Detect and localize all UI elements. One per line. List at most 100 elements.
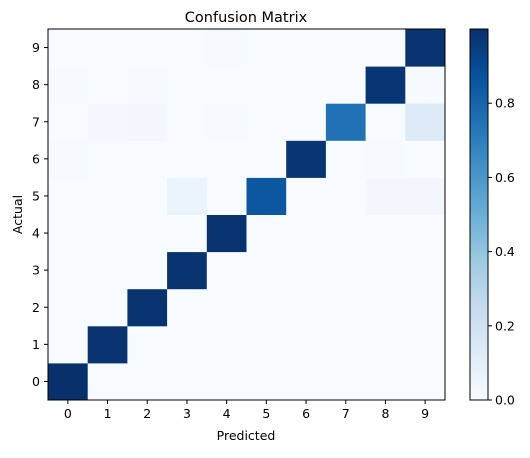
heatmap-cell — [286, 66, 327, 104]
x-tick-label: 2 — [143, 406, 151, 421]
heatmap-cell — [127, 288, 168, 327]
heatmap-cell — [325, 103, 367, 141]
heatmap-cell — [127, 177, 168, 215]
heatmap-cell — [405, 214, 446, 253]
heatmap-cell — [167, 66, 208, 104]
heatmap-cell — [48, 362, 89, 401]
heatmap-cell — [405, 66, 446, 104]
heatmap-cell — [365, 177, 406, 215]
heatmap-cell — [405, 325, 446, 364]
heatmap-cell — [325, 66, 367, 104]
chart-title: Confusion Matrix — [185, 10, 308, 26]
x-tick-label: 6 — [302, 406, 310, 421]
heatmap-cell — [206, 29, 247, 67]
heatmap-cell — [325, 214, 367, 253]
y-tick-label: 6 — [32, 151, 40, 166]
plot-frame — [47, 28, 446, 401]
heatmap-cell — [286, 362, 327, 401]
heatmap-cell — [325, 177, 367, 215]
heatmap-cell — [127, 325, 168, 364]
y-axis-label: Actual — [10, 195, 25, 234]
heatmap-cell — [286, 177, 327, 215]
heatmap-cell — [325, 29, 367, 67]
heatmap-cell — [206, 140, 247, 178]
heatmap-cell — [206, 362, 247, 401]
colorbar-tick-label: 0.2 — [495, 318, 515, 333]
heatmap-cell — [167, 29, 208, 67]
x-tick-label: 1 — [104, 406, 112, 421]
heatmap-cell — [87, 214, 128, 253]
heatmap-cell — [365, 214, 406, 253]
heatmap-cell — [286, 140, 327, 178]
heatmap-cell — [325, 325, 367, 364]
colorbar — [469, 28, 489, 401]
heatmap-cell — [167, 362, 208, 401]
heatmap-cell — [167, 214, 208, 253]
heatmap-cell — [87, 325, 128, 364]
heatmap-cell — [87, 66, 128, 104]
heatmap-cell — [167, 325, 208, 364]
x-tick-label: 5 — [262, 406, 270, 421]
heatmap-cell — [286, 251, 327, 290]
heatmap-cell — [286, 103, 327, 141]
x-tick-label: 3 — [183, 406, 191, 421]
heatmap-cell — [87, 288, 128, 327]
heatmap-cell — [127, 29, 168, 67]
heatmap-cell — [325, 251, 367, 290]
heatmap-cell — [127, 103, 168, 141]
heatmap-cell — [365, 251, 406, 290]
heatmap-cell — [246, 29, 287, 67]
heatmap-cell — [48, 29, 89, 67]
heatmap-cell — [286, 29, 327, 67]
heatmap-cell — [325, 288, 367, 327]
heatmap-cell — [365, 325, 406, 364]
heatmap-cell — [246, 177, 287, 215]
heatmap-cell — [167, 177, 208, 215]
heatmap-cell — [87, 29, 128, 67]
heatmap-cell — [167, 288, 208, 327]
heatmap-cell — [325, 140, 367, 178]
heatmap-cell — [246, 103, 287, 141]
colorbar-tick-label: 0.0 — [495, 393, 515, 408]
heatmap-cell — [405, 29, 446, 67]
y-tick-label: 0 — [32, 374, 40, 389]
heatmap-cell — [286, 325, 327, 364]
heatmap-cell — [48, 66, 89, 104]
heatmap-cell — [48, 214, 89, 253]
y-tick-label: 1 — [32, 337, 40, 352]
heatmap-cell — [246, 288, 287, 327]
heatmap-cell — [127, 140, 168, 178]
heatmap-cell — [206, 214, 247, 253]
heatmap-cell — [365, 140, 406, 178]
heatmap-cell — [127, 66, 168, 104]
heatmap-cell — [87, 177, 128, 215]
colorbar-tick-label: 0.4 — [495, 244, 515, 259]
heatmap-cell — [405, 288, 446, 327]
heatmap-cell — [127, 362, 168, 401]
heatmap-cell — [206, 325, 247, 364]
x-tick-label: 9 — [421, 406, 429, 421]
heatmap-cell — [206, 251, 247, 290]
heatmap-cell — [127, 214, 168, 253]
x-tick-label: 0 — [64, 406, 72, 421]
heatmap-cell — [365, 288, 406, 327]
y-tick-label: 8 — [32, 77, 40, 92]
y-tick-label: 9 — [32, 40, 40, 55]
x-tick-label: 4 — [223, 406, 231, 421]
heatmap-cell — [325, 362, 367, 401]
y-tick-label: 2 — [32, 300, 40, 315]
heatmap-cell — [246, 325, 287, 364]
heatmap-cell — [48, 325, 89, 364]
y-axis-ticks: 0 1 2 3 4 5 6 7 8 9 — [32, 40, 48, 389]
heatmap-cell — [246, 214, 287, 253]
heatmap-cell — [206, 288, 247, 327]
heatmap-cell — [365, 103, 406, 141]
heatmap-cell — [286, 214, 327, 253]
heatmap-cell — [48, 103, 89, 141]
heatmap-cell — [167, 251, 208, 290]
heatmap-cell — [48, 140, 89, 178]
heatmap-cell — [246, 140, 287, 178]
y-tick-label: 3 — [32, 263, 40, 278]
heatmap-cell — [206, 66, 247, 104]
